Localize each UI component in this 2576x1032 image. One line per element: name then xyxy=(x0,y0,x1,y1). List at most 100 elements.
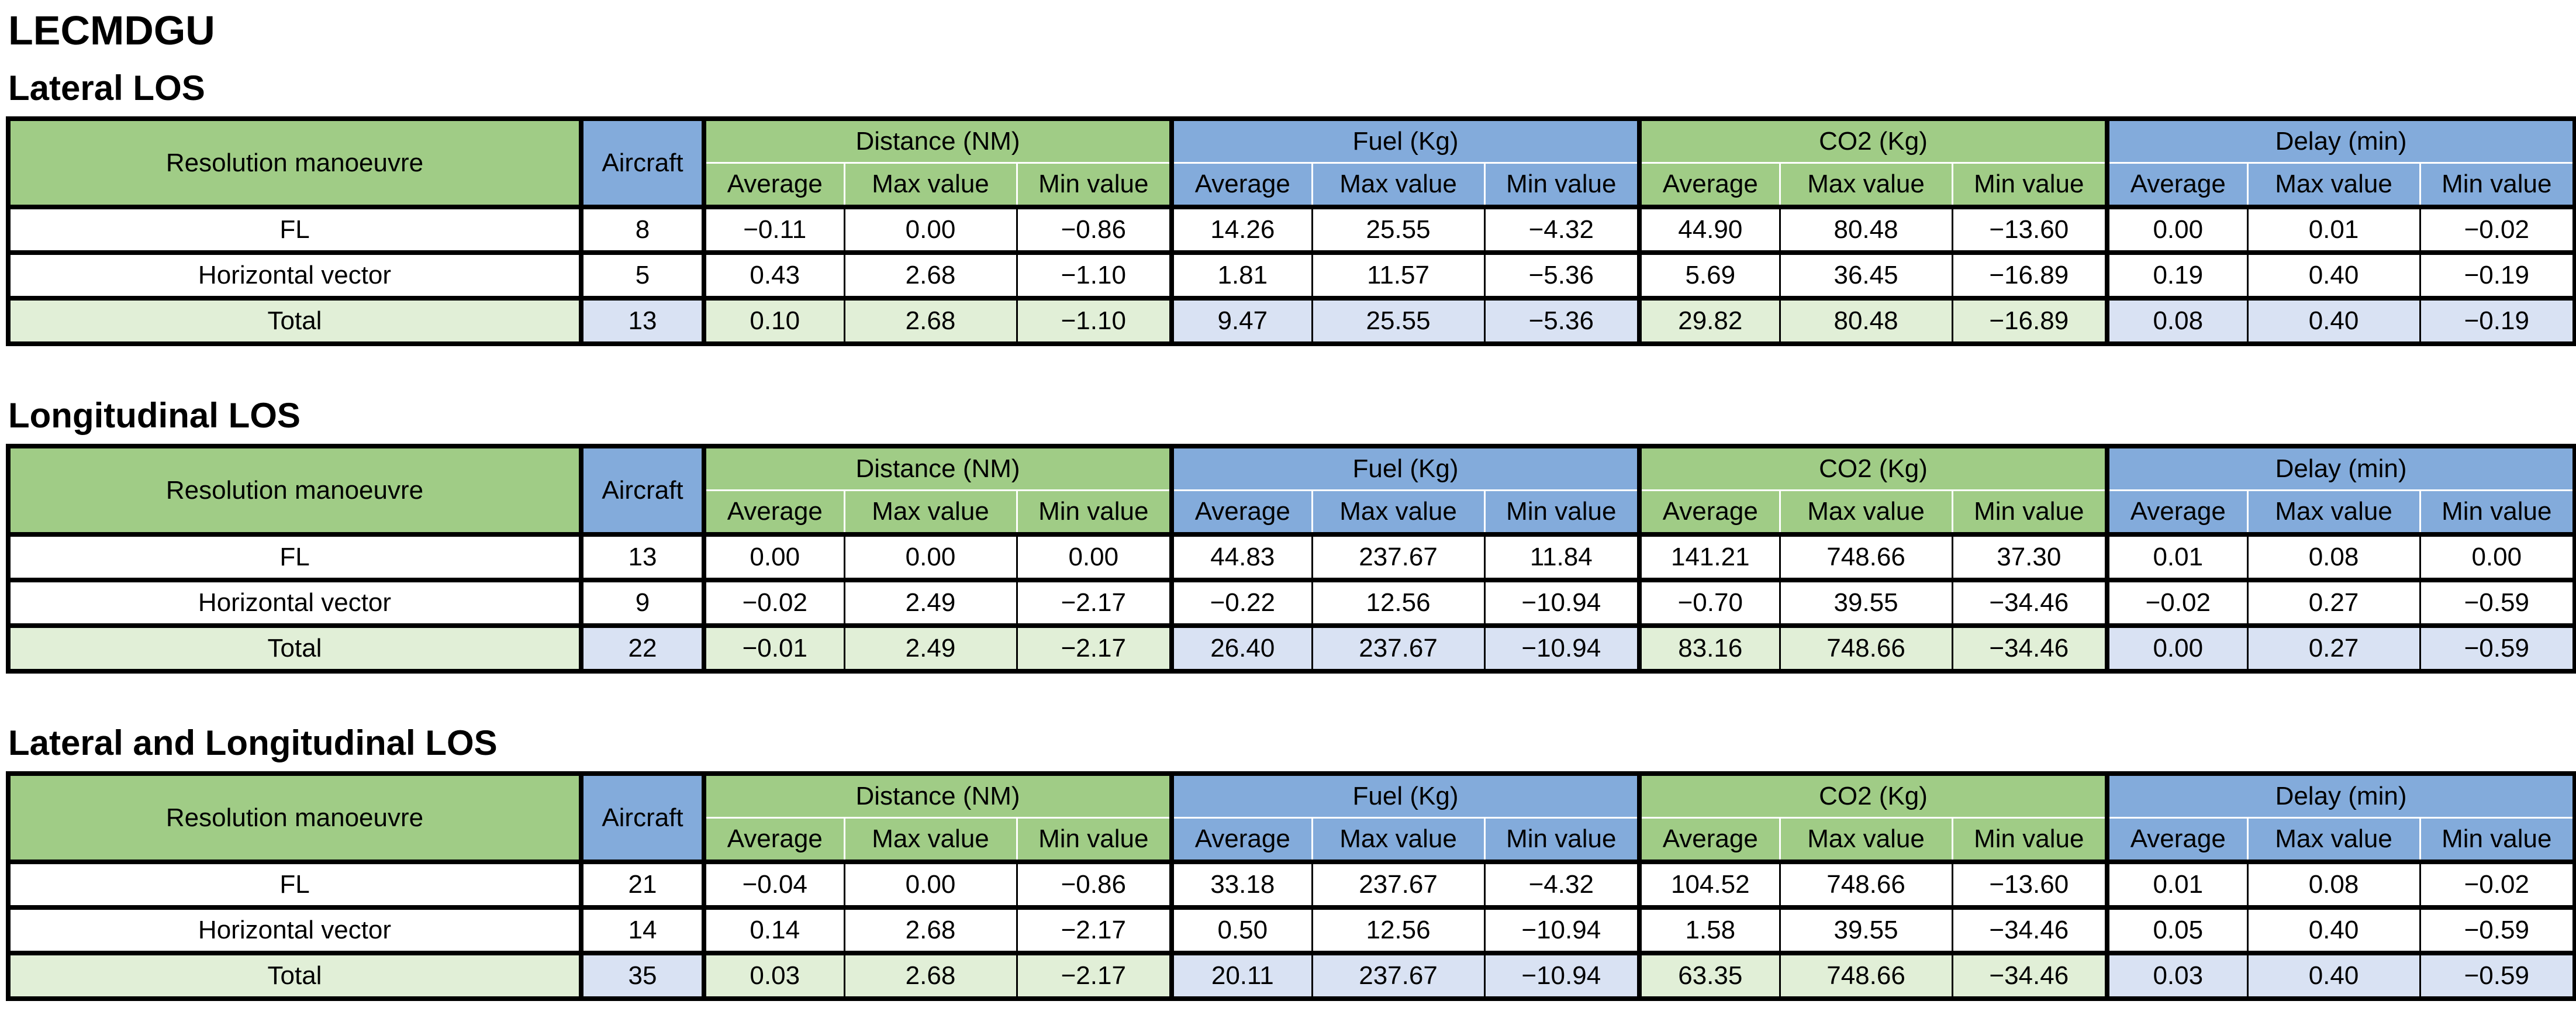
cell-delay-max-value: 0.08 xyxy=(2246,860,2421,910)
cell-delay-max-value: 0.27 xyxy=(2246,623,2421,674)
section-title-longitudinal-los: Longitudinal LOS xyxy=(8,396,301,435)
table-row: FL 21 −0.04 0.00 −0.86 33.18 237.67 −4.32 104.52… xyxy=(7,860,2576,910)
group-header-co2: CO2 (Kg) xyxy=(1637,116,2110,164)
sub-header-distance-average: Average xyxy=(702,489,845,537)
cell-co2-min-value: −34.46 xyxy=(1951,578,2108,628)
cell-delay-min-value: −0.02 xyxy=(2419,860,2576,910)
cell-distance-average: −0.02 xyxy=(702,578,845,628)
cell-aircraft-count: 14 xyxy=(579,905,705,955)
cell-resolution-manoeuvre: Horizontal vector xyxy=(7,250,582,301)
cell-distance-min-value: −2.17 xyxy=(1016,623,1173,674)
cell-distance-average: 0.43 xyxy=(702,250,845,301)
table-row: FL 8 −0.11 0.00 −0.86 14.26 25.55 −4.32 44.90 80.… xyxy=(7,205,2576,255)
table-lateral-los: Resolution manoeuvre Aircraft Distance (NM… xyxy=(6,116,2576,346)
cell-co2-max-value: 39.55 xyxy=(1779,905,1953,955)
sub-header-row: Average Max value Min value Average Max valu… xyxy=(8,817,2576,864)
cell-delay-max-value: 0.40 xyxy=(2246,296,2421,346)
cell-fuel-max-value: 12.56 xyxy=(1311,905,1486,955)
cell-resolution-manoeuvre: Horizontal vector xyxy=(7,578,582,628)
cell-distance-min-value: −1.10 xyxy=(1016,250,1173,301)
cell-co2-min-value: −13.60 xyxy=(1951,205,2108,255)
sub-header-distance-max-value: Max value xyxy=(843,817,1018,864)
cell-co2-average: 44.90 xyxy=(1637,205,1781,255)
cell-distance-average: 0.00 xyxy=(702,532,845,582)
table-row: Horizontal vector 5 0.43 2.68 −1.10 1.81 11.57… xyxy=(7,250,2576,301)
cell-aircraft-count: 8 xyxy=(579,205,705,255)
cell-distance-min-value: −2.17 xyxy=(1016,578,1173,628)
cell-fuel-average: 20.11 xyxy=(1169,951,1313,1001)
group-header-row: Resolution manoeuvre Aircraft Distance (NM… xyxy=(6,771,2576,864)
cell-fuel-max-value: 237.67 xyxy=(1311,623,1486,674)
sub-header-co2-min-value: Min value xyxy=(1951,489,2108,537)
cell-co2-average: 5.69 xyxy=(1637,250,1781,301)
cell-distance-average: 0.03 xyxy=(702,951,845,1001)
cell-fuel-min-value: −4.32 xyxy=(1483,860,1641,910)
sub-header-distance-average: Average xyxy=(702,162,845,209)
cell-delay-min-value: 0.00 xyxy=(2419,532,2576,582)
cell-aircraft-count: 13 xyxy=(579,296,705,346)
sub-header-distance-min-value: Min value xyxy=(1016,489,1173,537)
sub-header-fuel-min-value: Min value xyxy=(1483,162,1641,209)
cell-co2-max-value: 39.55 xyxy=(1779,578,1953,628)
cell-distance-min-value: −1.10 xyxy=(1016,296,1173,346)
cell-fuel-max-value: 11.57 xyxy=(1311,250,1486,301)
cell-fuel-max-value: 237.67 xyxy=(1311,951,1486,1001)
cell-fuel-max-value: 25.55 xyxy=(1311,296,1486,346)
cell-fuel-min-value: −10.94 xyxy=(1483,905,1641,955)
cell-delay-average: 0.03 xyxy=(2105,951,2249,1001)
table-longitudinal-los: Resolution manoeuvre Aircraft Distance (NM… xyxy=(6,444,2576,674)
cell-delay-max-value: 0.08 xyxy=(2246,532,2421,582)
cell-resolution-manoeuvre: FL xyxy=(7,532,582,582)
section-lateral-los: Lateral LOS Resolution manoeuvre Aircraft… xyxy=(6,68,2576,346)
cell-delay-average: 0.08 xyxy=(2105,296,2249,346)
cell-delay-average: −0.02 xyxy=(2105,578,2249,628)
cell-distance-max-value: 2.49 xyxy=(843,578,1018,628)
section-longitudinal-los: Longitudinal LOS Resolution manoeuvre Air… xyxy=(6,395,2576,674)
sub-header-delay-max-value: Max value xyxy=(2246,817,2421,864)
cell-aircraft-count: 35 xyxy=(579,951,705,1001)
cell-co2-max-value: 80.48 xyxy=(1779,296,1953,346)
cell-co2-min-value: −34.46 xyxy=(1951,951,2108,1001)
cell-delay-max-value: 0.40 xyxy=(2246,250,2421,301)
cell-delay-min-value: −0.59 xyxy=(2419,951,2576,1001)
cell-distance-max-value: 2.49 xyxy=(843,623,1018,674)
cell-co2-average: 1.58 xyxy=(1637,905,1781,955)
cell-delay-min-value: −0.19 xyxy=(2419,296,2576,346)
cell-co2-min-value: −16.89 xyxy=(1951,296,2108,346)
column-header-resolution-manoeuvre: Resolution manoeuvre xyxy=(6,444,583,537)
cell-distance-max-value: 0.00 xyxy=(843,860,1018,910)
cell-delay-min-value: −0.59 xyxy=(2419,905,2576,955)
group-header-delay: Delay (min) xyxy=(2105,116,2576,164)
sub-header-row: Average Max value Min value Average Max valu… xyxy=(8,162,2576,209)
sub-header-fuel-average: Average xyxy=(1169,162,1313,209)
cell-delay-max-value: 0.27 xyxy=(2246,578,2421,628)
cell-fuel-max-value: 237.67 xyxy=(1311,532,1486,582)
cell-fuel-min-value: −10.94 xyxy=(1483,951,1641,1001)
cell-delay-min-value: −0.19 xyxy=(2419,250,2576,301)
cell-fuel-min-value: −5.36 xyxy=(1483,250,1641,301)
sub-header-co2-max-value: Max value xyxy=(1779,817,1953,864)
cell-fuel-average: −0.22 xyxy=(1169,578,1313,628)
cell-delay-average: 0.00 xyxy=(2105,205,2249,255)
cell-co2-min-value: −16.89 xyxy=(1951,250,2108,301)
sub-header-fuel-average: Average xyxy=(1169,489,1313,537)
cell-distance-min-value: −2.17 xyxy=(1016,951,1173,1001)
group-header-fuel: Fuel (Kg) xyxy=(1169,444,1642,491)
group-header-distance: Distance (NM) xyxy=(701,771,1175,819)
sub-header-co2-max-value: Max value xyxy=(1779,489,1953,537)
group-header-fuel: Fuel (Kg) xyxy=(1169,116,1642,164)
cell-distance-average: 0.14 xyxy=(702,905,845,955)
cell-co2-min-value: −34.46 xyxy=(1951,905,2108,955)
cell-distance-average: −0.01 xyxy=(702,623,845,674)
group-header-delay: Delay (min) xyxy=(2105,444,2576,491)
sub-header-delay-min-value: Min value xyxy=(2419,162,2576,209)
cell-distance-max-value: 2.68 xyxy=(843,296,1018,346)
cell-co2-max-value: 36.45 xyxy=(1779,250,1953,301)
cell-aircraft-count: 22 xyxy=(579,623,705,674)
sub-header-distance-min-value: Min value xyxy=(1016,817,1173,864)
cell-co2-max-value: 748.66 xyxy=(1779,532,1953,582)
cell-fuel-min-value: −10.94 xyxy=(1483,578,1641,628)
cell-co2-min-value: −13.60 xyxy=(1951,860,2108,910)
cell-fuel-min-value: −10.94 xyxy=(1483,623,1641,674)
sub-header-co2-min-value: Min value xyxy=(1951,817,2108,864)
